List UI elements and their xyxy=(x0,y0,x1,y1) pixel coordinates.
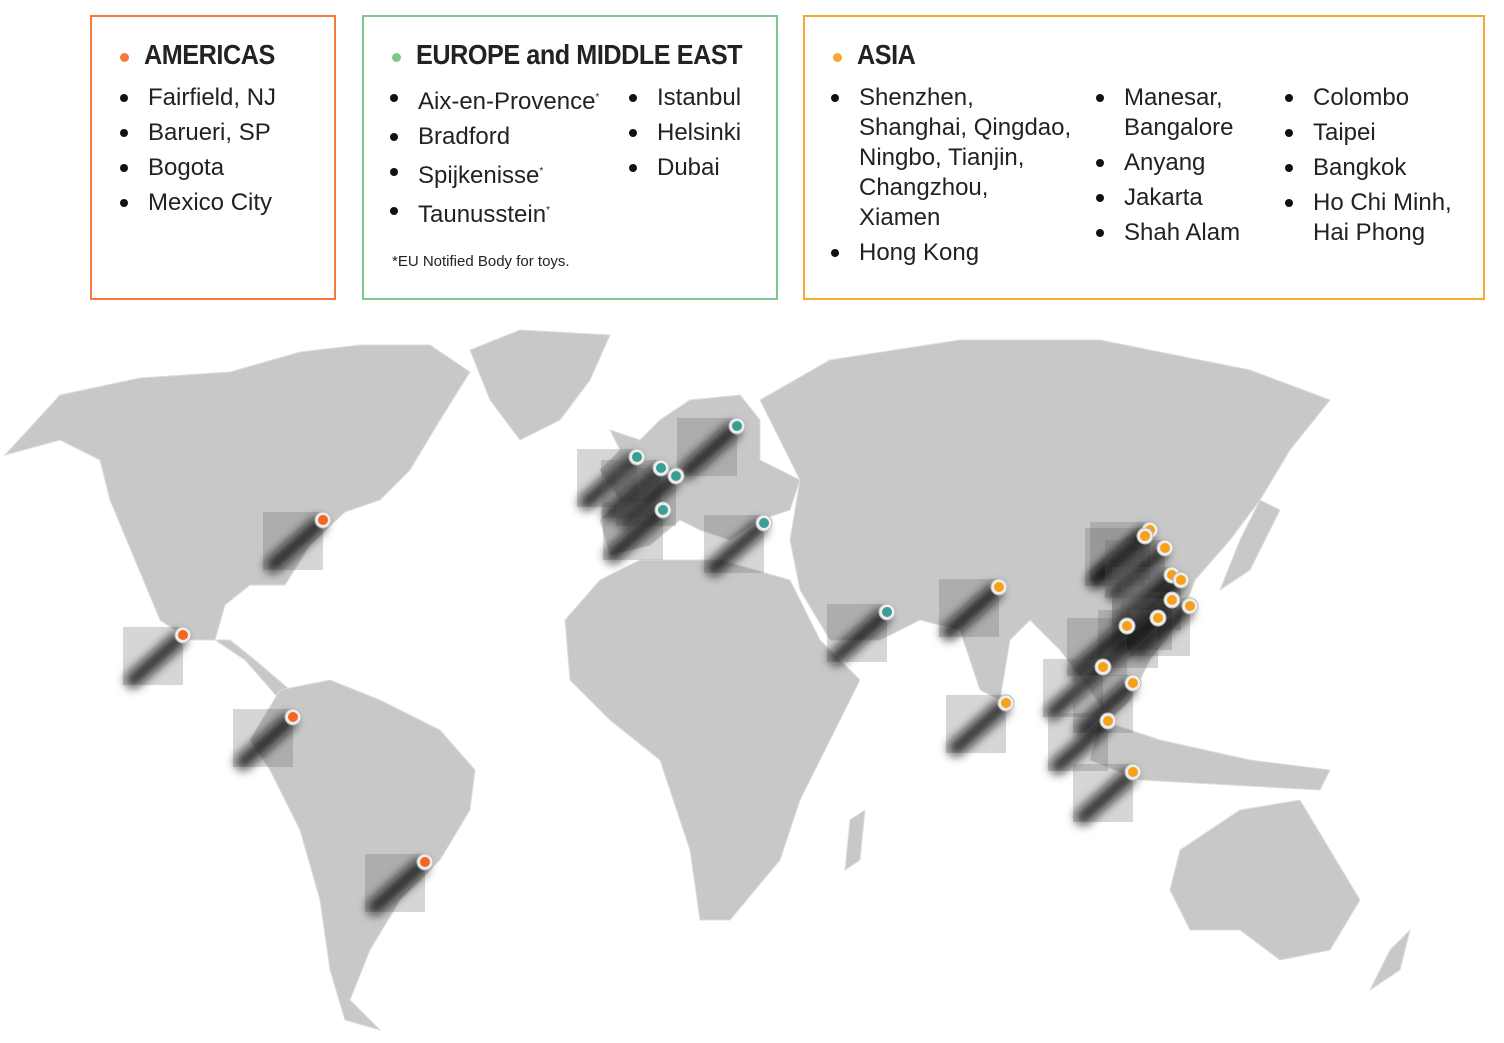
asia-office-marker[interactable] xyxy=(1160,543,1170,553)
marker-shadow xyxy=(1045,664,1106,720)
list-item: Mexico City xyxy=(120,188,276,218)
europe-list-2: Istanbul Helsinki Dubai xyxy=(629,83,741,188)
europe-title: EUROPE and MIDDLE EAST xyxy=(416,39,743,70)
europe-office-marker[interactable] xyxy=(732,421,742,431)
marker-shadow xyxy=(1075,680,1136,736)
footnote: *EU Notified Body for toys. xyxy=(392,253,570,270)
list-item: Hong Kong xyxy=(831,238,1076,268)
marker-shadow xyxy=(829,609,890,665)
asia-list-1: Shenzhen, Shanghai, Qingdao, Ningbo, Tia… xyxy=(831,83,1076,273)
list-item: Dubai xyxy=(629,153,741,183)
list-item: Spijkenisse* xyxy=(390,157,599,191)
list-item: Jakarta xyxy=(1096,183,1256,213)
europe-office-marker[interactable] xyxy=(632,452,642,462)
list-item: Bangkok xyxy=(1285,153,1470,183)
marker-shadow xyxy=(1075,769,1136,825)
marker-shadow xyxy=(235,714,296,770)
marker-shadow xyxy=(605,507,666,563)
europe-office-marker[interactable] xyxy=(671,471,681,481)
marker-shadow xyxy=(706,520,767,576)
madagascar xyxy=(844,808,866,872)
australia xyxy=(1169,799,1361,961)
marker-shadow xyxy=(1132,603,1193,659)
japan xyxy=(1218,499,1281,592)
list-item: Taipei xyxy=(1285,118,1470,148)
marker-shadow xyxy=(603,465,664,521)
americas-title: AMERICAS xyxy=(144,39,275,70)
list-item: Bogota xyxy=(120,153,276,183)
europe-box: EUROPE and MIDDLE EAST Aix-en-Provence* … xyxy=(362,15,778,300)
list-item: Fairfield, NJ xyxy=(120,83,276,113)
asia-office-marker[interactable] xyxy=(1001,698,1011,708)
marker-shadow xyxy=(265,517,326,573)
office-markers xyxy=(123,417,1199,915)
list-item: Ho Chi Minh, Hai Phong xyxy=(1285,188,1470,248)
marker-shadow xyxy=(618,473,679,529)
list-item: Istanbul xyxy=(629,83,741,113)
list-item: Aix-en-Provence* xyxy=(390,83,599,117)
asia-office-marker[interactable] xyxy=(1098,662,1108,672)
list-item: Helsinki xyxy=(629,118,741,148)
marker-shadow xyxy=(1123,577,1184,633)
south-america xyxy=(249,679,476,1032)
asia-office-marker[interactable] xyxy=(1122,621,1132,631)
asia-list-3: Colombo Taipei Bangkok Ho Chi Minh, Hai … xyxy=(1285,83,1470,253)
americas-office-marker[interactable] xyxy=(420,857,430,867)
asia-office-marker[interactable] xyxy=(1185,601,1195,611)
land xyxy=(3,329,1411,1032)
world-map xyxy=(3,329,1411,1032)
greenland xyxy=(469,329,611,441)
list-item: Anyang xyxy=(1096,148,1256,178)
asia-dot-icon xyxy=(833,53,842,62)
europe-office-marker[interactable] xyxy=(656,463,666,473)
indonesia xyxy=(1089,719,1331,791)
marker-shadow xyxy=(125,632,186,688)
list-item: Shah Alam xyxy=(1096,218,1256,248)
list-item: Colombo xyxy=(1285,83,1470,113)
list-item: Bradford xyxy=(390,122,599,152)
list-item: Shenzhen, Shanghai, Qingdao, Ningbo, Tia… xyxy=(831,83,1076,233)
new-zealand xyxy=(1368,928,1411,992)
marker-shadow xyxy=(1114,572,1175,628)
marker-shadow xyxy=(1069,623,1130,679)
asia-office-marker[interactable] xyxy=(1176,575,1186,585)
asia-office-marker[interactable] xyxy=(994,582,1004,592)
africa xyxy=(564,559,861,921)
asia-office-marker[interactable] xyxy=(1128,678,1138,688)
europe-dot-icon xyxy=(392,53,401,62)
marker-shadow xyxy=(1050,718,1111,774)
asia-office-marker[interactable] xyxy=(1140,531,1150,541)
asia-office-marker[interactable] xyxy=(1167,595,1177,605)
asia-title: ASIA xyxy=(857,39,916,70)
list-item: Barueri, SP xyxy=(120,118,276,148)
marker-shadow xyxy=(948,700,1009,756)
asia-office-marker[interactable] xyxy=(1153,613,1163,623)
marker-shadow xyxy=(1107,545,1168,601)
asia-list-2: Manesar, Bangalore Anyang Jakarta Shah A… xyxy=(1096,83,1256,253)
list-item: Manesar, Bangalore xyxy=(1096,83,1256,143)
marker-shadow xyxy=(1100,615,1161,671)
list-item: Taunusstein* xyxy=(390,196,599,230)
marker-shadow xyxy=(679,423,740,479)
americas-office-marker[interactable] xyxy=(178,630,188,640)
americas-office-marker[interactable] xyxy=(288,712,298,722)
americas-dot-icon xyxy=(120,53,129,62)
europe-office-marker[interactable] xyxy=(759,518,769,528)
europe-office-marker[interactable] xyxy=(658,505,668,515)
asia-office-marker[interactable] xyxy=(1128,767,1138,777)
americas-list: Fairfield, NJ Barueri, SP Bogota Mexico … xyxy=(120,83,276,223)
asia-box: ASIA Shenzhen, Shanghai, Qingdao, Ningbo… xyxy=(803,15,1485,300)
europe-office-marker[interactable] xyxy=(882,607,892,617)
americas-box: AMERICAS Fairfield, NJ Barueri, SP Bogot… xyxy=(90,15,336,300)
europe-list-1: Aix-en-Provence* Bradford Spijkenisse* T… xyxy=(390,83,599,235)
asia-office-marker[interactable] xyxy=(1103,716,1113,726)
north-america xyxy=(3,344,471,706)
marker-shadow xyxy=(367,859,428,915)
marker-shadow xyxy=(579,454,640,510)
americas-office-marker[interactable] xyxy=(318,515,328,525)
marker-shadow xyxy=(941,584,1002,640)
marker-shadow xyxy=(1087,533,1148,589)
